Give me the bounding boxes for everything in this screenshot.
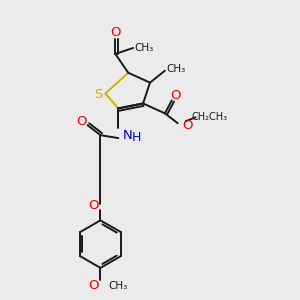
Text: O: O — [170, 89, 181, 102]
Text: H: H — [132, 130, 142, 144]
Text: O: O — [88, 199, 99, 212]
Text: O: O — [183, 119, 193, 132]
Text: CH₃: CH₃ — [166, 64, 185, 74]
Text: CH₂CH₃: CH₂CH₃ — [191, 112, 227, 122]
Text: CH₃: CH₃ — [108, 281, 128, 291]
Text: S: S — [94, 88, 103, 101]
Text: CH₃: CH₃ — [134, 43, 154, 53]
Text: O: O — [76, 115, 87, 128]
Text: O: O — [88, 279, 99, 292]
Text: N: N — [122, 129, 132, 142]
Text: O: O — [110, 26, 121, 39]
